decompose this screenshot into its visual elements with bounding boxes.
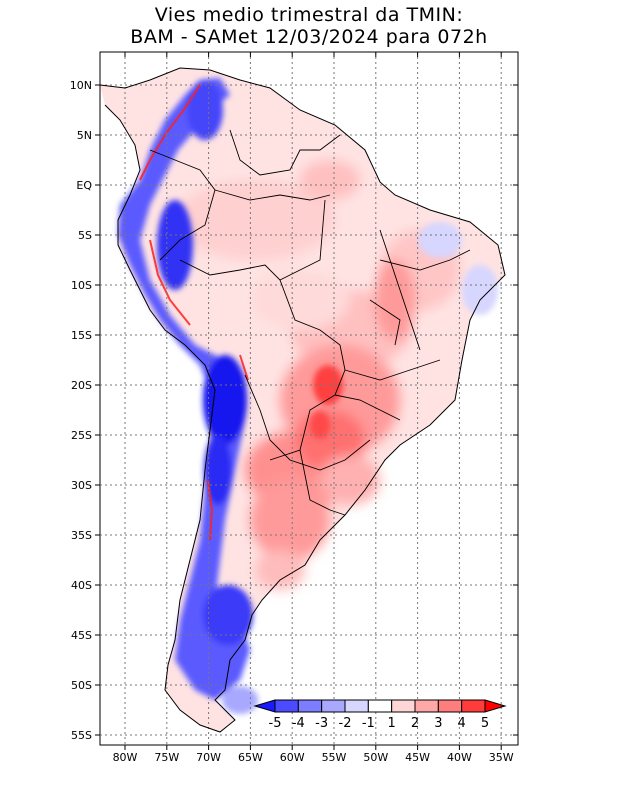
colorbar-arrow-high — [484, 699, 507, 713]
map-title-line-1: Vies medio trimestral da TMIN: — [154, 4, 464, 26]
colorbar-swatch — [321, 699, 346, 713]
lon-tick-label: 80W — [113, 751, 138, 764]
lat-tick-label: 5S — [78, 229, 92, 242]
colorbar-label: 2 — [411, 716, 419, 731]
coastline — [100, 67, 506, 733]
lon-tick-label: 65W — [238, 751, 263, 764]
colorbar-swatch — [391, 699, 416, 713]
colorbar-swatch — [461, 699, 486, 713]
colorbar-swatch — [367, 699, 393, 713]
colorbar-label: -1 — [362, 716, 375, 731]
lat-tick-label: 25S — [71, 429, 92, 442]
lat-tick-label: 50S — [71, 679, 92, 692]
lat-tick-label: 45S — [71, 629, 92, 642]
lat-tick-label: 35S — [71, 529, 92, 542]
lat-tick-label: 30S — [71, 479, 92, 492]
colorbar-label: -2 — [339, 716, 352, 731]
lon-tick-label: 60W — [280, 751, 305, 764]
lon-tick-label: 75W — [154, 751, 179, 764]
lat-tick-label: 20S — [71, 379, 92, 392]
colorbar-swatch — [437, 699, 463, 713]
colorbar-label: 4 — [458, 716, 466, 731]
lat-tick-label: 5N — [77, 129, 92, 142]
lon-tick-label: 70W — [196, 751, 221, 764]
colorbar-label: 1 — [388, 716, 396, 731]
colorbar: -5 -4 -3 -2 -1 1 2 3 4 5 — [253, 699, 507, 731]
colorbar-label: 3 — [434, 716, 442, 731]
colorbar-swatch — [414, 699, 439, 713]
colorbar-swatch — [297, 699, 323, 713]
colorbar-label: -5 — [269, 716, 282, 731]
lat-tick-label: 10N — [70, 79, 92, 92]
colorbar-label: 5 — [481, 716, 489, 731]
colorbar-swatch — [274, 699, 299, 713]
lon-tick-label: 45W — [405, 751, 430, 764]
lat-tick-label: 55S — [71, 729, 92, 742]
lat-tick-label: 10S — [71, 279, 92, 292]
country-borders — [149, 129, 471, 516]
lon-tick-label: 55W — [322, 751, 347, 764]
colorbar-label: -3 — [315, 716, 328, 731]
lat-tick-label: 40S — [71, 579, 92, 592]
lat-tick-label: EQ — [76, 179, 92, 192]
grid-lines — [100, 52, 518, 745]
lon-tick-label: 50W — [363, 751, 388, 764]
lat-tick-label: 15S — [71, 329, 92, 342]
lon-tick-label: 35W — [489, 751, 514, 764]
lon-tick-label: 40W — [447, 751, 472, 764]
bias-field — [100, 68, 505, 732]
map-title-line-2: BAM - SAMet 12/03/2024 para 072h — [130, 26, 488, 48]
plot-frame — [99, 51, 519, 746]
colorbar-swatch — [344, 699, 369, 713]
colorbar-label: -4 — [292, 716, 305, 731]
map-axes: 10N 5N EQ 5S 10S 15S 20S 25S 30S 35S 40S 45S 50S 55S 8… — [70, 52, 518, 764]
colorbar-arrow-low — [253, 699, 276, 713]
